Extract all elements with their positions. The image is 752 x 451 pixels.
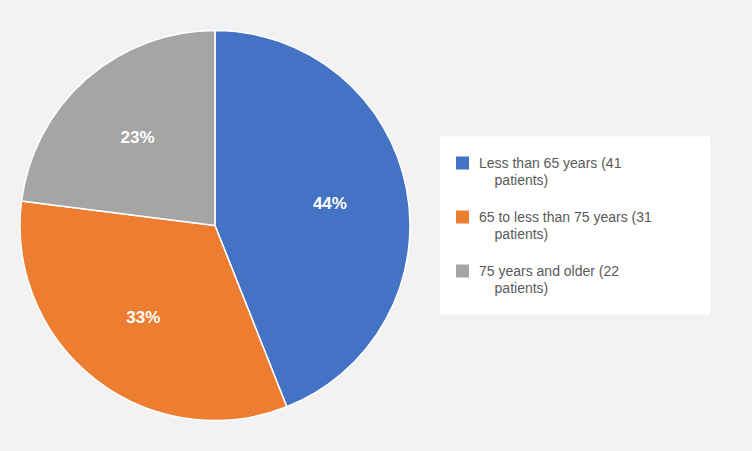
legend-swatch — [456, 211, 469, 224]
chart-container: 44% 33% 23% Less than 65 years (41 patients… — [0, 0, 752, 451]
legend-swatch — [456, 265, 469, 278]
pie-slice — [20, 201, 287, 420]
legend-label: 65 to less than 75 years (31 patients) — [479, 209, 652, 242]
legend-label: Less than 65 years (41 patients) — [479, 155, 622, 188]
pie-slice — [22, 31, 215, 226]
slices — [20, 31, 410, 421]
legend-swatch — [456, 157, 469, 170]
data-label: 33% — [126, 308, 160, 327]
legend-label: 75 years and older (22 patients) — [479, 263, 619, 296]
legend-box — [440, 137, 710, 315]
legend: Less than 65 years (41 patients) 65 to le… — [440, 137, 710, 315]
data-label: 23% — [121, 128, 155, 147]
data-label: 44% — [313, 194, 347, 213]
data-labels: 44% 33% 23% — [121, 128, 347, 327]
background — [0, 0, 752, 451]
chart-svg: 44% 33% 23% Less than 65 years (41 patients… — [0, 0, 752, 451]
